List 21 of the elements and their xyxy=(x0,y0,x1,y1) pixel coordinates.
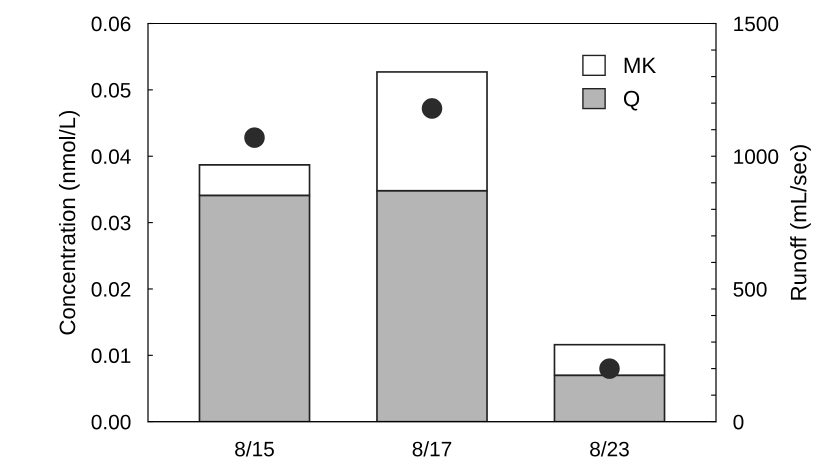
point xyxy=(244,127,265,148)
point xyxy=(422,98,442,119)
point xyxy=(599,358,620,379)
y-tick-label: 0.03 xyxy=(92,216,130,230)
x-tick-label: 8/17 xyxy=(412,441,452,456)
x-tick-label: 8/23 xyxy=(590,441,629,456)
y2-tick-label: 1500 xyxy=(734,16,778,32)
y-tick-label: 0.06 xyxy=(92,16,130,32)
y2-tick-label: 0 xyxy=(733,414,744,430)
y-tick-label: 0.01 xyxy=(92,348,130,364)
y2-tick-label: 500 xyxy=(734,282,767,297)
y2-tick-label: 1000 xyxy=(734,149,778,164)
y-tick-label: 0.02 xyxy=(92,282,130,297)
legend-label: Q xyxy=(624,90,640,110)
x-tick-label: 8/15 xyxy=(235,441,274,456)
legend-label: MK xyxy=(624,58,656,73)
y-tick-label: 0.05 xyxy=(92,82,130,98)
y-axis-title: Concentration (nmol/L) xyxy=(58,110,80,334)
y2-axis-title: Runoff (mL/sec) xyxy=(790,145,811,300)
y-tick-label: 0.00 xyxy=(92,414,131,430)
y-tick-label: 0.04 xyxy=(92,149,131,164)
